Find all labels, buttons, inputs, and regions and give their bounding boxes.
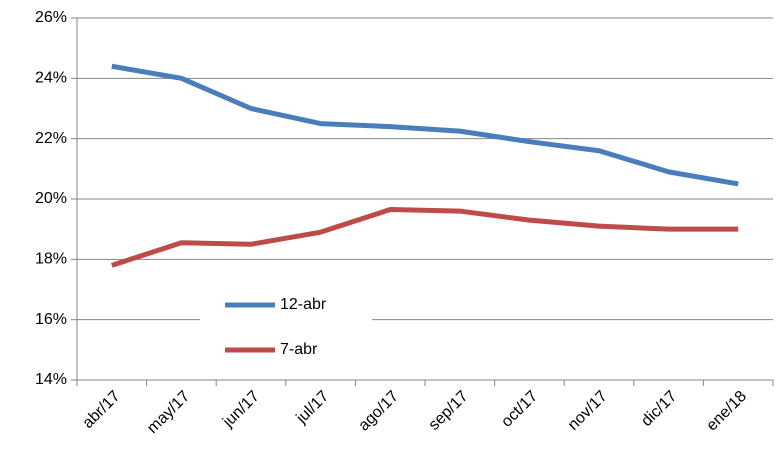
y-tick-label: 24% bbox=[35, 70, 67, 87]
x-tick-label: oct/17 bbox=[498, 388, 541, 431]
x-tick-label: sep/17 bbox=[426, 388, 472, 434]
x-tick-label: dic/17 bbox=[638, 388, 680, 430]
legend-label: 12-abr bbox=[280, 296, 327, 313]
x-tick-label: ene/18 bbox=[703, 388, 750, 435]
x-tick-label: may/17 bbox=[144, 388, 193, 437]
legend-label: 7-abr bbox=[280, 341, 318, 358]
y-tick-label: 20% bbox=[35, 190, 67, 207]
x-tick-label: jun/17 bbox=[219, 388, 263, 432]
y-tick-label: 16% bbox=[35, 311, 67, 328]
y-tick-label: 14% bbox=[35, 371, 67, 388]
x-tick-label: abr/17 bbox=[80, 388, 124, 432]
line-series bbox=[111, 207, 739, 268]
x-tick-label: jul/17 bbox=[293, 388, 333, 428]
x-tick-label: ago/17 bbox=[355, 388, 402, 435]
line-series bbox=[111, 63, 739, 187]
y-tick-label: 26% bbox=[35, 9, 67, 26]
y-tick-label: 22% bbox=[35, 130, 67, 147]
y-tick-label: 18% bbox=[35, 251, 67, 268]
x-tick-label: nov/17 bbox=[565, 388, 611, 434]
